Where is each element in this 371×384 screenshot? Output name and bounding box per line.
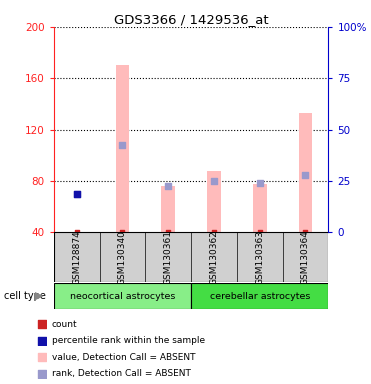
- Point: [257, 229, 263, 235]
- Title: GDS3366 / 1429536_at: GDS3366 / 1429536_at: [114, 13, 268, 26]
- Point: [211, 229, 217, 235]
- Text: GSM130364: GSM130364: [301, 230, 310, 285]
- Point: [302, 172, 308, 178]
- Point: [257, 180, 263, 186]
- Bar: [207, 170, 221, 232]
- Text: GSM130340: GSM130340: [118, 230, 127, 285]
- Point: [119, 229, 125, 235]
- Text: GSM128874: GSM128874: [72, 230, 81, 285]
- Point: [165, 183, 171, 189]
- Bar: [115, 65, 129, 232]
- Text: cell type: cell type: [4, 291, 46, 301]
- Text: rank, Detection Call = ABSENT: rank, Detection Call = ABSENT: [52, 369, 191, 378]
- Text: cerebellar astrocytes: cerebellar astrocytes: [210, 291, 310, 301]
- Text: GSM130362: GSM130362: [210, 230, 219, 285]
- Point: [39, 371, 45, 377]
- Point: [74, 229, 80, 235]
- Bar: [191, 283, 328, 309]
- Point: [302, 229, 308, 235]
- Text: GSM130363: GSM130363: [255, 230, 264, 285]
- Point: [74, 191, 80, 197]
- Point: [119, 142, 125, 148]
- Bar: [54, 283, 191, 309]
- Point: [211, 178, 217, 184]
- Bar: [161, 186, 175, 232]
- Text: value, Detection Call = ABSENT: value, Detection Call = ABSENT: [52, 353, 196, 362]
- Text: ▶: ▶: [35, 291, 44, 301]
- Point: [39, 338, 45, 344]
- Text: GSM130361: GSM130361: [164, 230, 173, 285]
- Point: [39, 354, 45, 360]
- Point: [74, 191, 80, 197]
- Text: count: count: [52, 320, 78, 329]
- Point: [39, 321, 45, 327]
- Bar: [253, 184, 266, 232]
- Point: [165, 229, 171, 235]
- Text: percentile rank within the sample: percentile rank within the sample: [52, 336, 205, 345]
- Bar: [299, 113, 312, 232]
- Text: neocortical astrocytes: neocortical astrocytes: [70, 291, 175, 301]
